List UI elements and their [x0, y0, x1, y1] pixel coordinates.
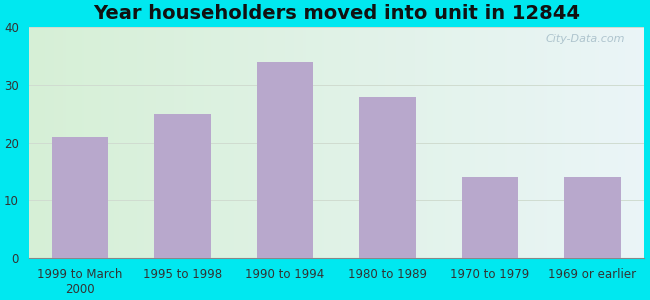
Bar [154, 114, 211, 258]
Bar [564, 177, 621, 258]
Title: Year householders moved into unit in 12844: Year householders moved into unit in 128… [93, 4, 580, 23]
Bar [359, 97, 416, 258]
Bar [52, 137, 108, 258]
Bar [462, 177, 518, 258]
Text: City-Data.com: City-Data.com [546, 34, 625, 44]
Bar [257, 62, 313, 258]
